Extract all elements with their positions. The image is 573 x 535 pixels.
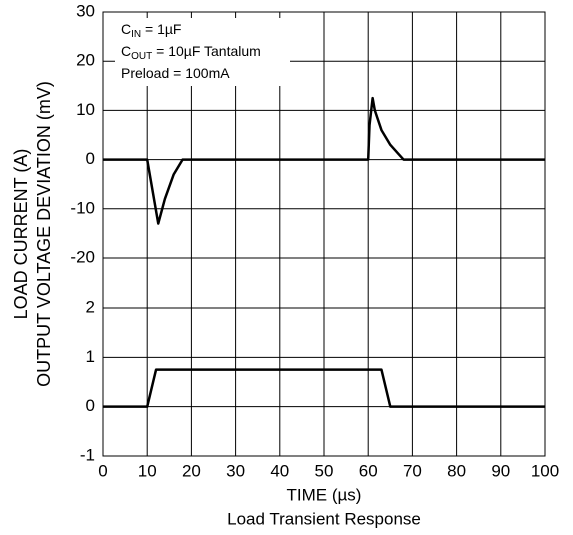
- annotation: CIN = 1µF: [121, 21, 181, 40]
- annotation: Preload = 100mA: [121, 65, 230, 81]
- data-line: [103, 368, 545, 408]
- y-tick-label: -10: [70, 198, 95, 217]
- annotation-text: C: [121, 43, 131, 59]
- y-tick-label: 0: [86, 396, 95, 415]
- annotation-text: = 10µF Tantalum: [152, 43, 261, 59]
- y-tick-label: -20: [70, 247, 95, 266]
- y-axis-label: LOAD CURRENT (A): [11, 149, 31, 320]
- x-tick-label: 10: [138, 461, 157, 480]
- x-tick-label: 20: [182, 461, 201, 480]
- x-tick-label: 50: [315, 461, 334, 480]
- x-tick-label: 30: [226, 461, 245, 480]
- annotation-text: = 1µF: [141, 21, 181, 37]
- y-tick-label: 1: [86, 347, 95, 366]
- x-tick-label: 60: [359, 461, 378, 480]
- marks: [103, 96, 545, 408]
- y-tick-label: 10: [76, 100, 95, 119]
- annotation-text: Preload = 100mA: [121, 65, 230, 81]
- annotation-text: C: [121, 21, 131, 37]
- x-axis-label: TIME (µs): [287, 485, 362, 504]
- x-tick-label: 40: [270, 461, 289, 480]
- y-axis-label: OUTPUT VOLTAGE DEVIATION (mV): [34, 81, 54, 387]
- x-tick-label: 80: [447, 461, 466, 480]
- x-tick-label: 90: [491, 461, 510, 480]
- annotation-subscript: IN: [131, 29, 141, 40]
- y-tick-label: 2: [86, 297, 95, 316]
- x-tick-label: 70: [403, 461, 422, 480]
- y-tick-label: -1: [80, 445, 95, 464]
- annotation-box: [115, 18, 290, 86]
- x-tick-label: 0: [98, 461, 107, 480]
- annotation-subscript: OUT: [131, 51, 152, 62]
- x-tick-label: 100: [531, 461, 559, 480]
- y-tick-label: 20: [76, 51, 95, 70]
- y-tick-label: 0: [86, 149, 95, 168]
- annotation: COUT = 10µF Tantalum: [121, 43, 261, 62]
- data-line: [103, 96, 545, 225]
- chart-title: Load Transient Response: [227, 509, 421, 528]
- y-tick-label: 30: [76, 1, 95, 20]
